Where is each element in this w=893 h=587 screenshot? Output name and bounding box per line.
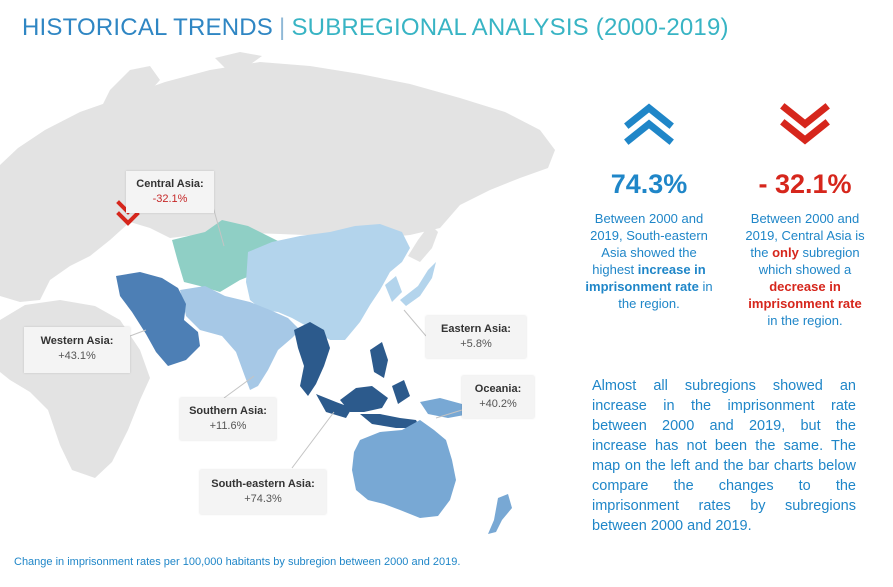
callout-value: +11.6% xyxy=(209,420,247,432)
callout-value: -32.1% xyxy=(152,193,188,205)
double-chevron-up-icon xyxy=(624,103,674,145)
decrease-desc-text-end: in the region. xyxy=(767,313,843,328)
callout-southern-asia: Southern Asia: +11.6% xyxy=(180,398,276,440)
leader-south-eastern-asia xyxy=(291,411,335,469)
callout-eastern-asia: Eastern Asia: +5.8% xyxy=(426,316,526,358)
footer-note: Change in imprisonment rates per 100,000… xyxy=(14,556,461,568)
summary-paragraph: Almost all subregions showed an increase… xyxy=(592,378,856,534)
callout-label: Eastern Asia: xyxy=(441,323,511,335)
europe-russia-landmass xyxy=(0,62,555,302)
increase-desc-bold: increase in imprisonment rate xyxy=(585,262,706,294)
callout-label: Central Asia: xyxy=(136,178,204,190)
decrease-desc-text: Between 2000 and 2019, Central Asia is t… xyxy=(745,211,865,260)
callout-oceania: Oceania: +40.2% xyxy=(462,376,534,418)
callout-label: Western Asia: xyxy=(40,335,114,347)
decrease-value: - 32.1% xyxy=(758,169,852,199)
leader-western-asia xyxy=(129,329,147,337)
decrease-desc-bold: decrease in imprisonment rate xyxy=(748,279,862,311)
scandinavia xyxy=(95,66,160,138)
leader-southern-asia xyxy=(223,375,255,399)
region-korea-japan xyxy=(385,262,436,306)
subregion-map xyxy=(0,52,555,534)
callout-value: +40.2% xyxy=(479,398,517,410)
callout-value: +74.3% xyxy=(244,493,282,505)
decrease-highlight: - 32.1% Between 2000 and 2019, Central A… xyxy=(742,102,868,329)
leader-eastern-asia xyxy=(403,309,427,337)
double-chevron-down-icon xyxy=(780,103,830,145)
region-oceania xyxy=(352,398,512,534)
region-eastern-asia xyxy=(246,224,410,340)
decrease-description: Between 2000 and 2019, Central Asia is t… xyxy=(742,210,868,329)
title-main: HISTORICAL TRENDS xyxy=(22,14,274,41)
title-sub: SUBREGIONAL ANALYSIS (2000-2019) xyxy=(291,14,729,41)
increase-description: Between 2000 and 2019, South-eastern Asi… xyxy=(582,210,716,312)
leader-oceania xyxy=(435,409,463,419)
increase-value: 74.3% xyxy=(610,169,688,199)
region-central-asia xyxy=(172,220,288,292)
callout-label: Oceania: xyxy=(474,383,522,395)
increase-highlight: 74.3% Between 2000 and 2019, South-easte… xyxy=(582,102,716,312)
callout-value: +43.1% xyxy=(58,350,96,362)
title-separator: | xyxy=(279,14,286,41)
decrease-desc-bold-only: only xyxy=(772,245,799,260)
region-southern-asia xyxy=(180,286,300,390)
callout-south-eastern-asia: South-eastern Asia: +74.3% xyxy=(200,470,326,514)
increase-desc-text-end: in the region. xyxy=(618,279,713,311)
callout-label: South-eastern Asia: xyxy=(211,478,315,490)
japan-background xyxy=(408,224,438,262)
region-western-asia xyxy=(116,272,200,366)
callout-central-asia: Central Asia: -32.1% xyxy=(126,171,214,213)
region-south-eastern-asia xyxy=(294,322,420,428)
increase-desc-text: Between 2000 and 2019, South-eastern Asi… xyxy=(590,211,708,277)
callout-label: Southern Asia: xyxy=(189,405,267,417)
decrease-desc-text-mid: subregion which showed a xyxy=(758,245,860,277)
callout-value: +5.8% xyxy=(460,338,492,350)
page-title: HISTORICAL TRENDS | SUBREGIONAL ANALYSIS (… xyxy=(22,14,729,42)
callout-western-asia: Western Asia: +43.1% xyxy=(24,327,130,373)
arctic-islands xyxy=(215,52,262,68)
